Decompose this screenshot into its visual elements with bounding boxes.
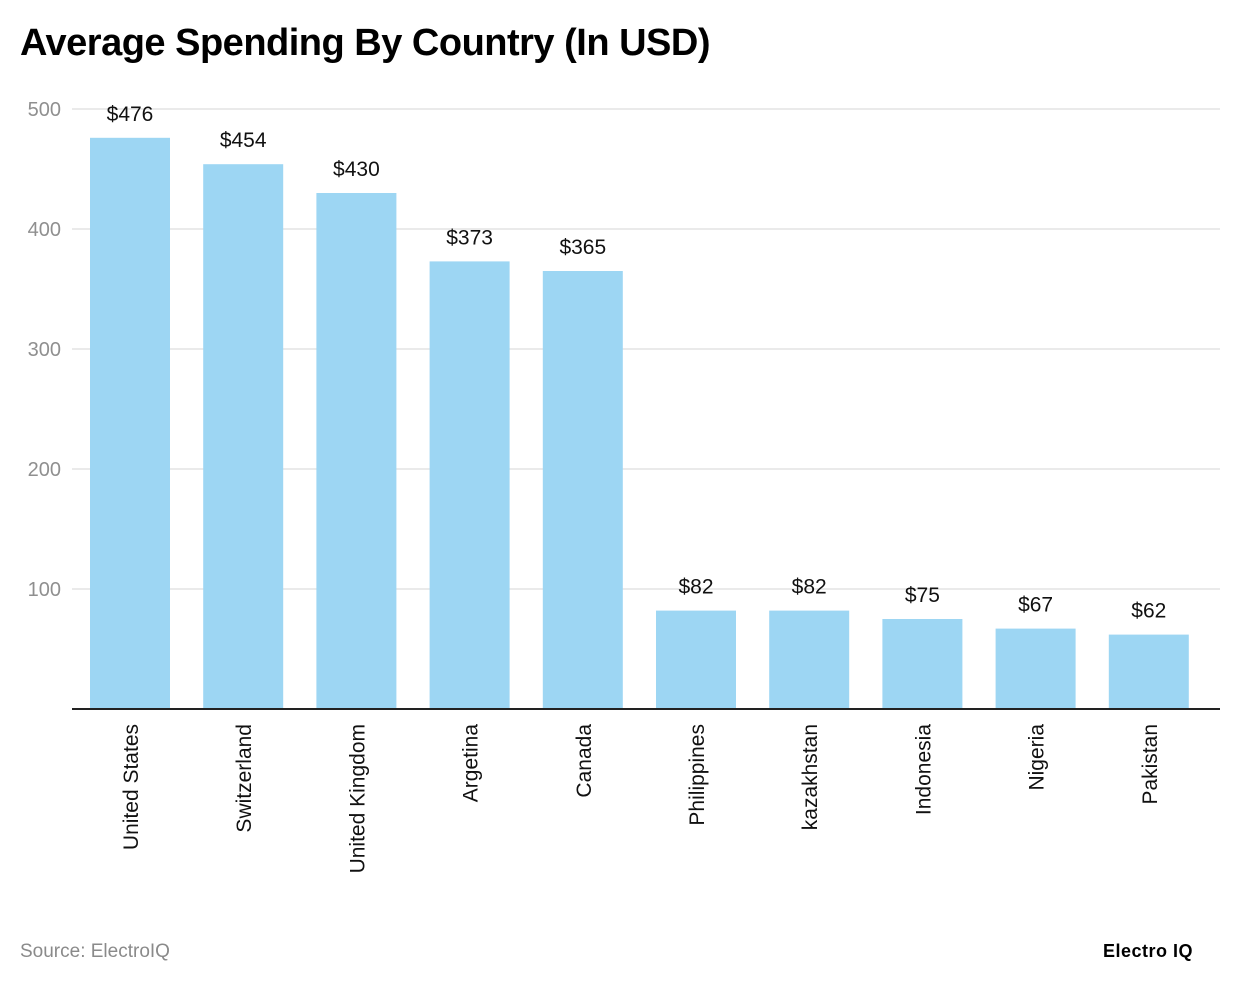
- brand-logo: Electro IQ: [1103, 941, 1194, 961]
- chart-title: Average Spending By Country (In USD): [20, 22, 711, 64]
- bar: [769, 610, 850, 709]
- bar: [203, 164, 284, 709]
- x-tick-label: Nigeria: [1026, 724, 1049, 791]
- y-tick-label: 100: [28, 579, 61, 601]
- data-label: $373: [446, 226, 493, 249]
- data-label: $67: [1018, 594, 1053, 617]
- bar: [90, 137, 170, 710]
- bar: [656, 610, 736, 709]
- y-tick-label: 300: [28, 339, 61, 361]
- x-tick-label: kazakhstan: [799, 724, 822, 830]
- data-label: $75: [905, 584, 940, 607]
- data-label: $82: [792, 576, 827, 599]
- source-note: Source: ElectroIQ: [20, 941, 170, 962]
- x-tick-label: United States: [120, 724, 143, 850]
- data-label: $82: [678, 576, 713, 599]
- bar: [995, 628, 1076, 709]
- x-tick-label: Pakistan: [1139, 724, 1162, 805]
- bar: [1108, 634, 1189, 709]
- data-label: $62: [1131, 600, 1166, 623]
- bar: [429, 261, 510, 709]
- bar: [882, 619, 963, 709]
- y-tick-label: 200: [28, 459, 61, 481]
- x-tick-label: Switzerland: [233, 724, 256, 833]
- bar: [316, 193, 397, 709]
- y-tick-label: 500: [28, 99, 61, 121]
- data-label: $476: [107, 103, 154, 126]
- data-label: $430: [333, 158, 380, 181]
- bar: [542, 271, 623, 709]
- y-tick-label: 400: [28, 219, 61, 241]
- x-tick-label: Canada: [573, 724, 596, 798]
- x-tick-label: Philippines: [686, 724, 709, 826]
- x-tick-label: Argetina: [460, 724, 483, 803]
- x-tick-label: United Kingdom: [346, 724, 369, 873]
- data-label: $454: [220, 129, 267, 152]
- x-tick-label: Indonesia: [912, 724, 935, 815]
- data-label: $365: [559, 236, 606, 259]
